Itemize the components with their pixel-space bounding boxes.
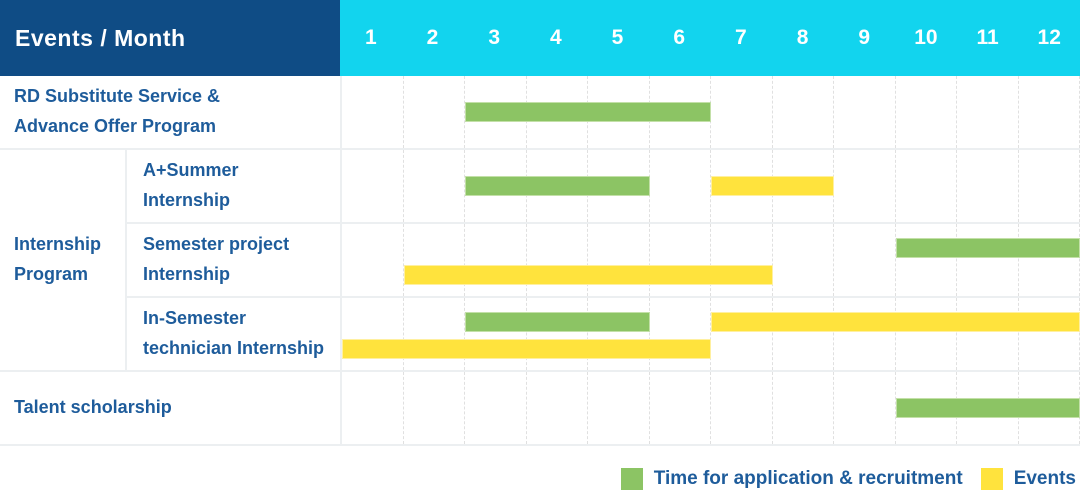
month-gridcell (342, 76, 404, 148)
month-header-10: 10 (914, 26, 938, 49)
month-gridcell (342, 298, 404, 370)
month-gridcell (834, 372, 896, 444)
month-gridcell (404, 76, 465, 148)
month-header-11: 11 (976, 26, 999, 49)
table-row: A+Summer Internship (125, 150, 1080, 222)
month-gridcell (465, 224, 527, 296)
month-header-row: 1 2 3 4 5 6 7 8 9 10 11 12 (340, 0, 1080, 76)
month-gridcell (404, 372, 465, 444)
month-gridcell (957, 224, 1019, 296)
month-gridcell (342, 372, 404, 444)
month-header-1: 1 (364, 26, 377, 49)
application-recruitment-bar (895, 398, 1080, 418)
month-gridcell (588, 298, 650, 370)
yellow-swatch-icon (980, 468, 1003, 490)
month-header-5: 5 (611, 26, 624, 49)
month-gridcell (1019, 224, 1080, 296)
month-gridcell (588, 372, 650, 444)
month-gridcell (650, 372, 711, 444)
month-gridcell (1019, 298, 1080, 370)
month-header-6: 6 (673, 26, 686, 49)
month-gridcell (404, 150, 465, 222)
chart-cell (340, 298, 1080, 370)
chart-cell (340, 150, 1080, 222)
events-bar (711, 176, 834, 196)
month-gridcell (834, 298, 896, 370)
month-header-9: 9 (858, 26, 871, 49)
month-gridcell (404, 224, 465, 296)
green-swatch-icon (620, 468, 643, 490)
month-gridcell (711, 76, 773, 148)
month-gridcell (834, 224, 896, 296)
month-gridcell (650, 150, 711, 222)
application-recruitment-bar (465, 312, 650, 332)
month-gridcell (896, 224, 957, 296)
month-gridcell (650, 224, 711, 296)
month-gridcell (773, 298, 834, 370)
month-gridcell (527, 372, 588, 444)
legend-item-application: Time for application & recruitment (620, 468, 963, 490)
group-label-internship-program: Internship Program (14, 234, 102, 284)
legend: Time for application & recruitment Event… (0, 468, 1080, 490)
month-gridcell (834, 76, 896, 148)
legend-label-events: Events (1013, 468, 1076, 489)
month-gridcell (465, 372, 527, 444)
legend-label-application: Time for application & recruitment (653, 468, 963, 489)
row-label-a-plus-summer: A+Summer Internship (125, 150, 340, 222)
table-body: RD Substitute Service & Advance Offer Pr… (0, 76, 1080, 446)
month-gridcell (650, 298, 711, 370)
table-row: In-Semester technician Internship (125, 296, 1080, 370)
table-row: Talent scholarship (0, 370, 1080, 444)
row-label-rd-substitute: RD Substitute Service & Advance Offer Pr… (14, 86, 221, 136)
month-gridcell (342, 224, 404, 296)
gantt-table: Events / Month 1 2 3 4 5 6 7 8 9 10 11 12 RD Substi… (0, 0, 1080, 446)
month-gridcell (957, 298, 1019, 370)
month-header-12: 12 (1037, 26, 1061, 49)
month-gridcell (957, 76, 1019, 148)
month-gridcell (773, 76, 834, 148)
month-gridcell (404, 298, 465, 370)
month-gridcell (896, 150, 957, 222)
legend-item-events: Events (980, 468, 1076, 490)
month-header-4: 4 (550, 26, 562, 49)
table-row: RD Substitute Service & Advance Offer Pr… (0, 76, 1080, 148)
chart-cell (340, 372, 1080, 444)
month-gridcell (465, 298, 527, 370)
month-gridcell (896, 298, 957, 370)
events-bar (711, 312, 1080, 332)
month-header-7: 7 (735, 26, 747, 49)
table-row: Semester project Internship (125, 222, 1080, 296)
month-gridcell (957, 150, 1019, 222)
application-recruitment-bar (465, 176, 650, 196)
row-label-in-semester-technician: In-Semester technician Internship (125, 298, 340, 370)
month-gridcell (527, 298, 588, 370)
application-recruitment-bar (465, 102, 711, 122)
month-gridcell (773, 224, 834, 296)
month-gridcell (1019, 150, 1080, 222)
month-header-8: 8 (796, 26, 809, 49)
month-header-3: 3 (488, 26, 501, 49)
events-bar (342, 339, 711, 359)
month-gridcell (896, 76, 957, 148)
group-subrows: A+Summer Internship Semester project Int… (125, 150, 1080, 370)
internship-program-group: Internship Program A+Summer Internship S… (0, 148, 1080, 370)
row-label-semester-project: Semester project Internship (125, 224, 340, 296)
month-gridcell (342, 150, 404, 222)
month-header-2: 2 (426, 26, 439, 49)
application-recruitment-bar (895, 238, 1080, 258)
month-gridcell (711, 372, 773, 444)
events-month-header-cell: Events / Month (0, 0, 340, 76)
month-gridcell (711, 224, 773, 296)
month-gridcell (1019, 76, 1080, 148)
chart-cell (340, 76, 1080, 148)
chart-cell (340, 224, 1080, 296)
events-bar (403, 265, 773, 285)
month-gridcell (711, 298, 773, 370)
month-gridcell (773, 372, 834, 444)
row-label-talent-scholarship: Talent scholarship (14, 397, 172, 418)
month-gridcell (588, 224, 650, 296)
table-header: Events / Month 1 2 3 4 5 6 7 8 9 10 11 12 (0, 0, 1080, 76)
month-gridcell (527, 224, 588, 296)
month-gridcell (834, 150, 896, 222)
